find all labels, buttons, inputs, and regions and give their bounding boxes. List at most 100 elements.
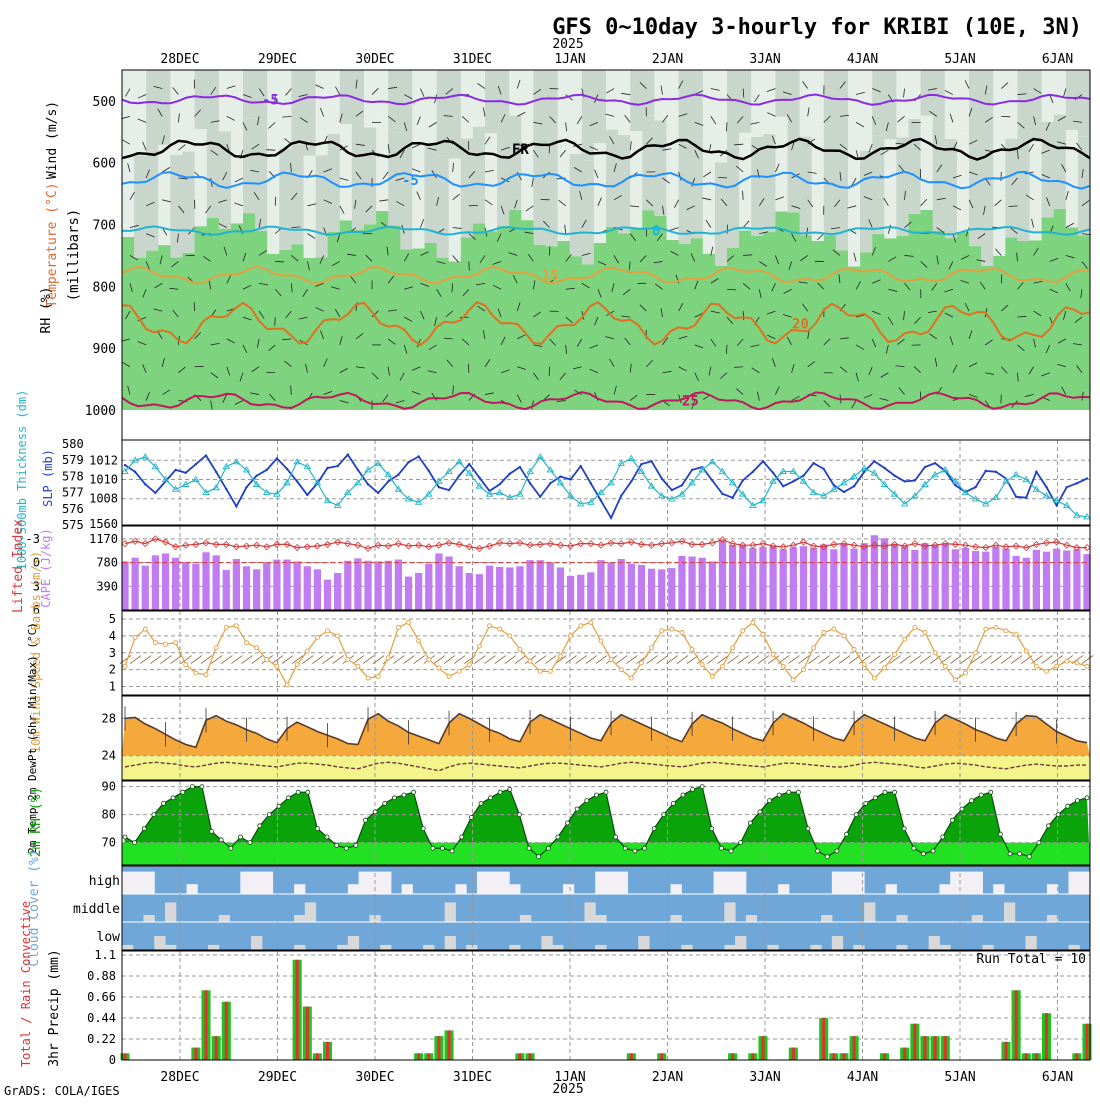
rh2m-point — [719, 846, 723, 850]
slp-point — [124, 464, 126, 466]
cloud-middle-bar — [864, 902, 875, 922]
rh-shade-mid — [812, 141, 825, 241]
wind10m-point — [548, 669, 552, 673]
wind10m-barb — [728, 656, 739, 664]
rh-shade-moist — [376, 211, 389, 410]
slp-point — [539, 496, 541, 498]
wind10m-point — [1044, 669, 1048, 673]
precip-ytick: 0.22 — [87, 1032, 116, 1046]
slp-point — [286, 468, 288, 470]
cape-bar — [162, 553, 169, 610]
slp-point — [1086, 477, 1088, 479]
rh-shade-dry — [1005, 70, 1018, 139]
rh-shade-moist — [158, 245, 171, 410]
slp-point — [772, 472, 774, 474]
cloud-middle-bar — [1047, 915, 1058, 922]
rh2m-point — [806, 827, 810, 831]
slp-point — [498, 483, 500, 485]
rh-shade-dry — [364, 70, 377, 127]
wind10m-point — [315, 636, 319, 640]
cloud-low-bar — [896, 945, 907, 950]
cape-bar — [334, 573, 341, 610]
cloud-middle-bar — [520, 915, 531, 922]
cape-bar — [597, 560, 604, 610]
slp-frame — [122, 440, 1090, 525]
cape-bar — [263, 563, 270, 610]
wind10m-point — [133, 636, 137, 640]
wind10m-point — [771, 652, 775, 656]
rh2m-point — [729, 849, 733, 853]
date-label-top: 6JAN — [1042, 52, 1073, 67]
rh2m-point — [614, 835, 618, 839]
cloud-high-bar — [133, 872, 144, 894]
cloud-high-bar — [972, 872, 983, 894]
rh2m-point — [1037, 841, 1041, 845]
cape-bar — [375, 561, 382, 610]
cloud-low-bar — [251, 936, 262, 950]
isotherm-label: 15 — [542, 268, 559, 284]
profile-ytick: 600 — [93, 157, 116, 172]
rh-shade-mid — [800, 137, 813, 236]
rh-shade-moist — [860, 252, 873, 410]
cloud-high-bar — [477, 872, 488, 894]
rh2m-point — [133, 841, 137, 845]
cloud-high-bar — [1068, 872, 1079, 894]
rh2m-point — [796, 790, 800, 794]
precip-convective-bar — [630, 1053, 633, 1060]
rh-shade-moist — [654, 216, 667, 410]
rh-shade-dry — [243, 70, 256, 118]
rh2m-point — [787, 790, 791, 794]
slp-point — [255, 474, 257, 476]
date-label-top: 3JAN — [749, 52, 780, 67]
wind10m-point — [214, 646, 218, 650]
precip-convective-bar — [1035, 1053, 1038, 1060]
wind10m-point — [963, 671, 967, 675]
rh2m-point — [941, 835, 945, 839]
cape-bar — [253, 569, 260, 610]
rh-shade-dry — [558, 70, 571, 141]
wind10m-barb — [161, 656, 172, 664]
cape-bar — [294, 561, 301, 610]
rh-shade-moist — [884, 238, 897, 410]
wind10m-barb — [485, 656, 496, 664]
wind10m-point — [396, 625, 400, 629]
slp-point — [367, 483, 369, 485]
rh-shade-moist — [727, 248, 740, 410]
wind10m-point — [731, 646, 735, 650]
rh-shade-moist — [219, 229, 232, 410]
wind10m-barb — [819, 656, 830, 664]
wind10m-point — [629, 676, 633, 680]
wind10m-point — [943, 664, 947, 668]
date-label-bottom: 3JAN — [749, 1070, 780, 1085]
wind10m-point — [690, 647, 694, 651]
rh-shade-moist — [848, 267, 861, 410]
cloud-low-bar — [767, 945, 778, 950]
slp-point — [225, 488, 227, 490]
slp-point — [569, 478, 571, 480]
cape-bar — [962, 548, 969, 610]
rh2m-point — [238, 835, 242, 839]
cloud-middle-bar — [821, 915, 832, 922]
cape-bar — [658, 569, 665, 610]
rh-shade-mid — [437, 155, 450, 257]
date-label-bottom: 5JAN — [944, 1070, 975, 1085]
cape-bar — [577, 575, 584, 610]
wind10m-barb — [1011, 656, 1022, 664]
precip-convective-bar — [296, 960, 299, 1060]
wind10m-point — [184, 663, 188, 667]
rh-shade-mid — [243, 118, 256, 213]
rh2m-point — [835, 849, 839, 853]
profile-ylabel-rh: RH (%) — [39, 287, 54, 334]
slp-series-line — [125, 455, 1087, 518]
rh-shade-moist — [691, 238, 704, 410]
slp-point — [721, 493, 723, 495]
cape-bar — [719, 541, 726, 610]
cloud-low-bar — [423, 945, 434, 950]
rh-shade-dry — [425, 70, 438, 143]
slp-point — [134, 471, 136, 473]
rh2m-point — [161, 801, 165, 805]
cloud-high-bar — [617, 872, 628, 894]
wind10m-barb — [616, 656, 627, 664]
cloud-high-bar — [843, 872, 854, 894]
temp2m-ytick: 24 — [102, 749, 116, 763]
